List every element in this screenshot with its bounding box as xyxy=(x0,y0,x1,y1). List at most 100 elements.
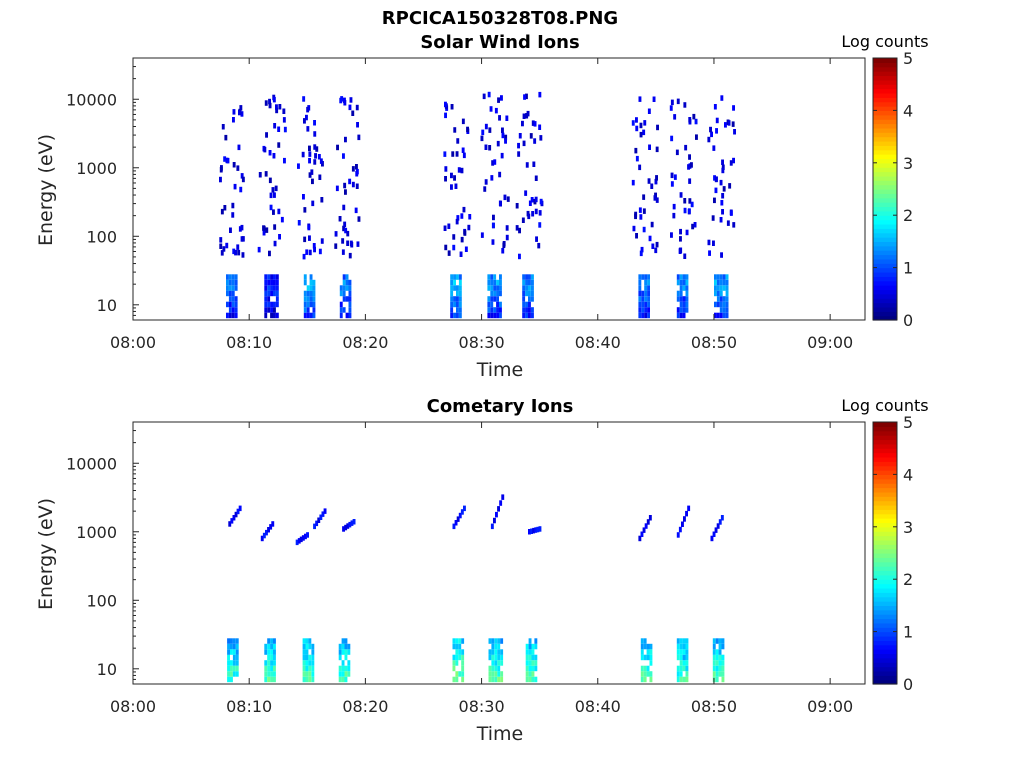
spectrogram-cell xyxy=(275,279,279,286)
spectrogram-cell xyxy=(530,528,533,534)
spectrogram-cell xyxy=(522,140,526,147)
spectrogram-cell xyxy=(346,523,350,529)
colorbar-segment xyxy=(873,439,897,445)
colorbar-segment xyxy=(873,293,897,299)
colorbar-segment xyxy=(873,587,897,593)
spectrogram-cell xyxy=(302,649,306,655)
spectrogram-cell xyxy=(528,660,532,666)
spectrogram-cell xyxy=(721,671,725,677)
spectrogram-cell xyxy=(456,516,460,522)
colorbar-tick-label: 4 xyxy=(903,101,913,120)
spectrogram-cell xyxy=(226,279,229,286)
spectrogram-cell xyxy=(498,200,502,206)
spectrogram-cell xyxy=(269,192,273,199)
spectrogram-cell xyxy=(683,102,687,108)
spectrogram-cell xyxy=(521,217,525,223)
spectrogram-cell xyxy=(729,160,733,166)
spectrogram-cell xyxy=(356,241,360,247)
spectrogram-cell xyxy=(501,132,505,139)
spectrogram-cell xyxy=(649,643,653,650)
spectrogram-cell xyxy=(685,285,689,291)
spectrogram-cell xyxy=(722,274,726,280)
x-tick-label: 08:50 xyxy=(691,333,737,352)
spectrogram-cell xyxy=(339,285,343,291)
spectrogram-cell xyxy=(491,160,495,166)
spectrogram-cell xyxy=(230,649,233,655)
spectrogram-cell xyxy=(679,290,683,297)
colorbar-segment xyxy=(873,79,897,85)
spectrogram-cell xyxy=(641,274,645,280)
colorbar-segment xyxy=(873,167,897,173)
spectrogram-cell xyxy=(234,274,238,280)
colorbar-segment xyxy=(873,504,897,510)
spectrogram-cell xyxy=(523,94,526,100)
spectrogram-cells xyxy=(227,494,725,683)
spectrogram-cell xyxy=(672,212,676,219)
spectrogram-cell xyxy=(631,179,635,186)
spectrogram-cell xyxy=(531,307,534,313)
spectrogram-cell xyxy=(232,643,236,650)
spectrogram-cell xyxy=(273,649,276,655)
spectrogram-cell xyxy=(452,643,456,650)
spectrogram-cell xyxy=(344,643,348,650)
spectrogram-cell xyxy=(488,145,492,151)
spectrogram-cell xyxy=(232,660,236,666)
spectrogram-cell xyxy=(283,157,286,164)
spectrogram-cell xyxy=(455,151,459,157)
spectrogram-cell xyxy=(457,167,461,173)
spectrogram-cell xyxy=(240,111,244,117)
spectrogram-cell xyxy=(220,250,224,256)
spectrogram-cell xyxy=(221,124,225,130)
spectrogram-cell xyxy=(230,660,233,666)
spectrogram-cell xyxy=(647,296,650,302)
spectrogram-cell xyxy=(270,279,273,286)
spectrogram-cell xyxy=(679,665,683,672)
spectrogram-cell xyxy=(682,676,686,683)
spectrogram-cell xyxy=(264,312,268,319)
spectrogram-cell xyxy=(450,104,454,110)
spectrogram-cell xyxy=(497,671,501,677)
spectrogram-cell xyxy=(716,290,720,297)
spectrogram-cell xyxy=(539,198,543,205)
spectrogram-cell xyxy=(311,178,314,185)
spectrogram-cell xyxy=(227,676,230,683)
spectrogram-cell xyxy=(356,122,359,128)
spectrogram-cell xyxy=(722,307,726,313)
spectrogram-cell xyxy=(528,296,531,302)
spectrogram-cell xyxy=(719,279,723,286)
spectrogram-cell xyxy=(653,195,657,201)
spectrogram-cell xyxy=(270,665,273,672)
spectrogram-cell xyxy=(283,126,287,133)
spectrogram-cell xyxy=(725,290,729,297)
colorbar-segment xyxy=(873,653,897,659)
spectrogram-cell xyxy=(640,654,644,661)
spectrogram-cell xyxy=(525,301,528,308)
spectrogram-cell xyxy=(522,274,526,280)
spectrogram-cell xyxy=(494,660,498,666)
spectrogram-cell xyxy=(491,239,495,245)
spectrogram-cell xyxy=(679,301,683,308)
spectrogram-cell xyxy=(357,216,361,222)
spectrogram-cell xyxy=(453,312,456,319)
spectrogram-cell xyxy=(721,638,725,644)
colorbar-segment xyxy=(873,448,897,454)
colorbar-tick-label: 5 xyxy=(903,49,913,68)
spectrogram-cell xyxy=(648,144,651,150)
spectrogram-cell xyxy=(714,274,717,280)
spectrogram-cell xyxy=(302,665,306,672)
colorbar-segment xyxy=(873,526,897,532)
colorbar-segment xyxy=(873,223,897,229)
spectrogram-cell xyxy=(344,676,348,683)
spectrogram-cell xyxy=(275,296,279,302)
x-tick-label: 08:30 xyxy=(459,333,505,352)
spectrogram-cell xyxy=(538,124,542,130)
spectrogram-cell xyxy=(348,252,352,259)
spectrogram-cell xyxy=(443,225,447,231)
colorbar-segment xyxy=(873,601,897,606)
spectrogram-cell xyxy=(515,203,519,209)
spectrogram-cell xyxy=(308,654,312,661)
spectrogram-cell xyxy=(347,649,351,655)
spectrogram-cell xyxy=(719,179,723,186)
spectrogram-cell xyxy=(538,526,542,532)
spectrogram-cell xyxy=(720,95,724,101)
